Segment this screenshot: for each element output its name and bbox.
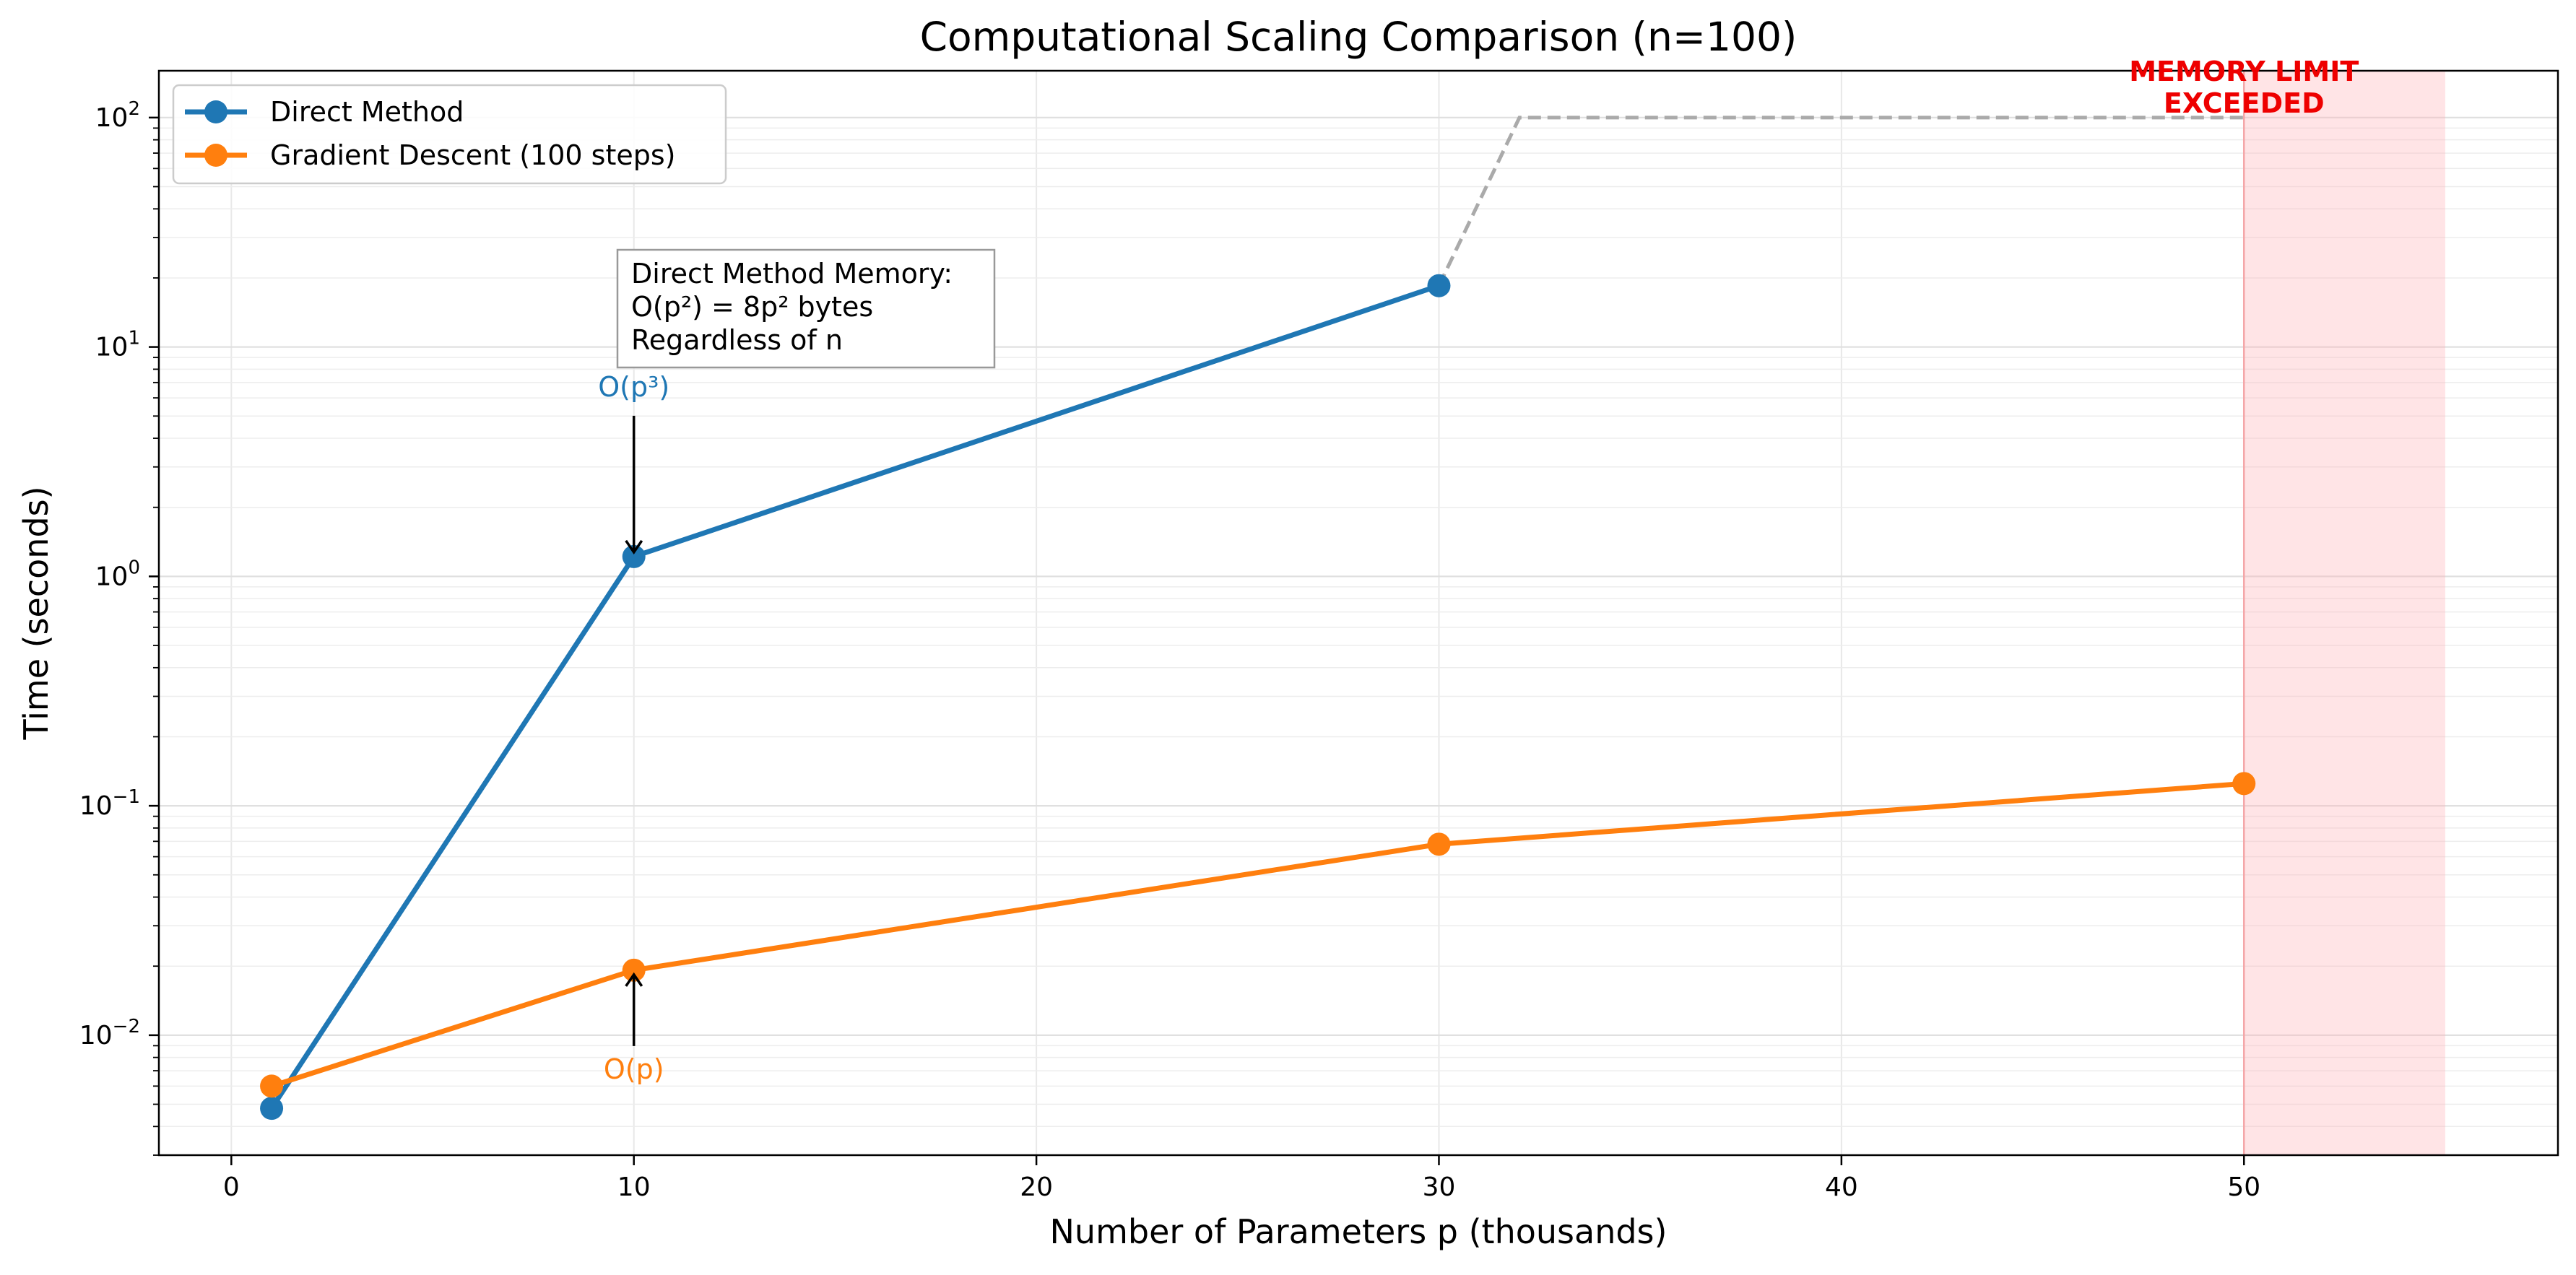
data-point-series-2 xyxy=(2232,772,2256,796)
x-tick-label: 20 xyxy=(1020,1172,1053,1202)
x-tick-label: 40 xyxy=(1825,1172,1858,1202)
direct-complexity-label: O(p³) xyxy=(598,371,669,403)
data-point-series-2 xyxy=(260,1074,284,1098)
plot-frame xyxy=(157,69,2559,1157)
memory-limit-region xyxy=(2242,71,2445,1155)
direct-memory-box-line-3: Regardless of n xyxy=(631,324,843,356)
legend-box xyxy=(172,84,727,185)
y-axis-label: Time (seconds) xyxy=(17,486,56,740)
x-tick-label: 10 xyxy=(617,1172,651,1202)
y-tick-label: 102 xyxy=(95,98,140,133)
legend-label: Direct Method xyxy=(270,96,464,128)
memory-exceeded-label: EXCEEDED xyxy=(2164,87,2325,119)
legend: Direct Method Gradient Descent (100 steps… xyxy=(172,84,727,185)
direct-memory-box-line-2: O(p²) = 8p² bytes xyxy=(631,291,873,323)
legend-swatch-marker xyxy=(204,100,227,123)
direct-arrow-head xyxy=(625,539,643,555)
series-line-2 xyxy=(271,780,2245,1089)
y-tick-label: 10−2 xyxy=(79,1016,140,1050)
memory-limit-band xyxy=(2244,71,2445,1155)
annotations xyxy=(625,415,643,1046)
chart-title: Computational Scaling Comparison (n=100) xyxy=(920,14,1797,60)
direct-memory-box xyxy=(616,248,996,369)
data-point-series-2 xyxy=(1427,832,1451,856)
legend-label: Gradient Descent (100 steps) xyxy=(270,139,676,171)
x-tick-label: 50 xyxy=(2227,1172,2260,1202)
data-point-series-1 xyxy=(260,1097,284,1120)
data-point-series-2 xyxy=(622,958,646,982)
y-tick-label: 100 xyxy=(95,557,140,591)
series-layer xyxy=(260,116,2256,1120)
y-tick-label: 10−1 xyxy=(79,786,140,821)
y-tick-label: 101 xyxy=(95,328,140,362)
gd-complexity-label: O(p) xyxy=(604,1053,664,1085)
x-axis-label: Number of Parameters p (thousands) xyxy=(1050,1212,1668,1251)
memory-limit-dashed-line xyxy=(1437,116,2245,287)
direct-memory-box-line-1: Direct Method Memory: xyxy=(631,258,953,290)
x-tick-label: 0 xyxy=(223,1172,240,1202)
x-tick-label: 30 xyxy=(1423,1172,1456,1202)
memory-limit-label: MEMORY LIMIT xyxy=(2129,56,2359,87)
data-point-series-1 xyxy=(622,544,646,568)
plot-area xyxy=(159,71,2558,1155)
legend-swatch-marker xyxy=(204,144,227,167)
data-point-series-1 xyxy=(1427,274,1451,297)
gd-arrow-head xyxy=(625,972,643,987)
